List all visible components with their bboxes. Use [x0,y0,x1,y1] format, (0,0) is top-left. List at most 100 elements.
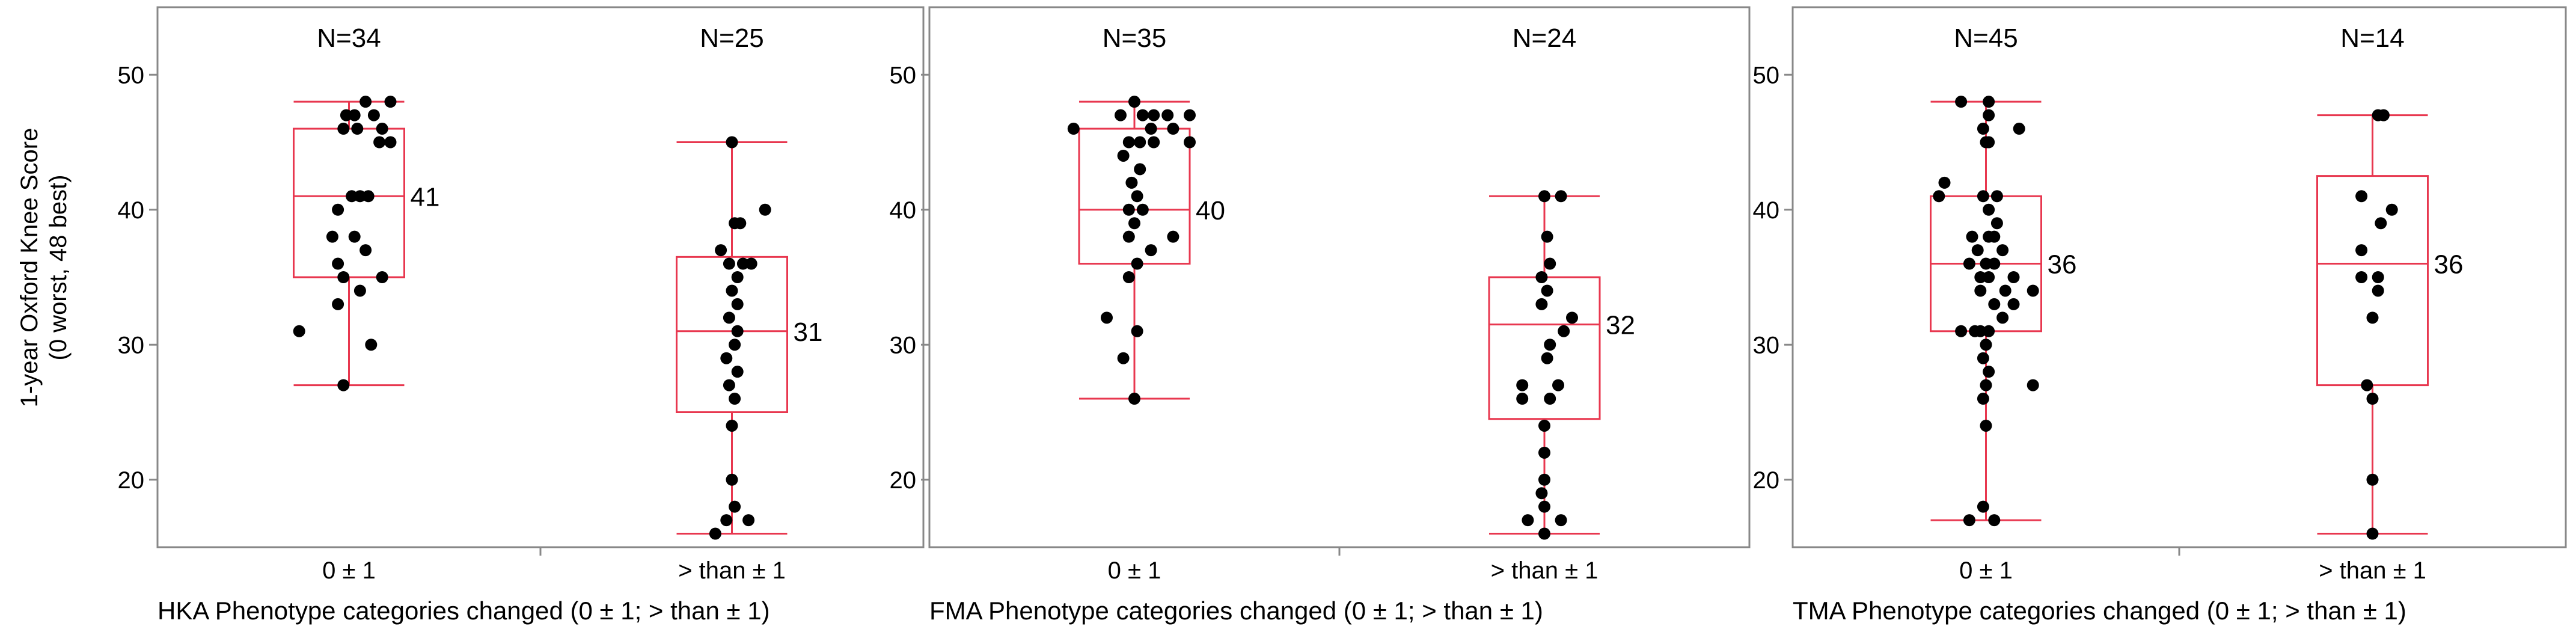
data-point [1988,514,2001,527]
category-label: > than ± 1 [2319,557,2426,584]
data-point [332,203,344,216]
data-point [337,271,350,283]
category-label: > than ± 1 [678,557,786,584]
data-point [1131,190,1143,203]
data-point [742,514,755,527]
data-point [1983,203,1995,216]
data-point [1145,123,1157,135]
data-point [1977,190,1989,203]
data-point [1538,446,1550,459]
data-point [1148,109,1160,121]
data-point [1541,284,1553,297]
data-point [1544,257,1556,270]
data-point [351,123,364,135]
data-point [384,136,397,149]
box-group-1: 41 N=34 0 ± 1 [293,23,440,584]
data-point [731,366,744,378]
data-point [2007,271,2020,283]
data-point [1117,352,1130,364]
y-tick-label: 40 [118,197,145,224]
data-point [1990,217,2003,230]
data-point [359,244,372,257]
data-point [2355,244,2368,257]
x-axis-title: TMA Phenotype categories changed (0 ± 1;… [1793,597,2406,625]
y-axis-title-line1: 1-year Oxford Knee Score [16,128,43,408]
data-point [353,284,366,297]
data-point [353,190,366,203]
median-label: 41 [411,182,440,212]
data-point [1566,311,1578,324]
panel-3: 20 30 40 50 36 N=45 0 ± 1 36 N=14 > than ± 1 TMA P… [1753,6,2567,625]
iqr-box [2316,175,2429,387]
data-point [2361,379,2373,391]
data-point [2372,271,2384,283]
data-point [1977,500,1989,513]
box-group-1: 36 N=45 0 ± 1 [1930,23,2076,584]
y-tick-label: 30 [890,332,917,358]
data-point [720,514,733,527]
data-point [1516,379,1529,391]
data-point [1974,284,1987,297]
data-point [1558,325,1570,337]
data-point [731,325,744,337]
data-point [1555,514,1567,527]
data-point [1516,393,1529,405]
data-point [1980,419,1992,432]
data-point [729,339,741,351]
data-point [2013,123,2025,135]
plot-frame [156,6,925,548]
data-point [1522,514,1534,527]
n-label: N=25 [700,23,763,53]
n-label: N=24 [1513,23,1576,53]
panels: 20 30 40 50 41 N=34 0 ± 1 31 N=25 > than ± 1 HKA P… [118,6,2567,625]
data-point [367,109,380,121]
data-point [1938,176,1951,189]
data-point [1115,109,1127,121]
data-point [2377,109,2390,121]
data-point [1184,136,1196,149]
data-point [1974,271,1987,283]
box-group-2: 36 N=14 > than ± 1 [2316,23,2463,584]
data-point [1128,96,1140,108]
data-point [1541,352,1553,364]
data-point [1971,244,1984,257]
data-point [1122,203,1135,216]
data-point [726,284,738,297]
y-tick-label: 50 [890,62,917,88]
data-point [1125,176,1138,189]
y-tick-label: 20 [1753,467,1780,494]
data-point [1535,298,1548,310]
data-point [1963,514,1975,527]
data-point [1983,96,1995,108]
data-point [1538,500,1550,513]
data-point [2027,284,2039,297]
data-point [1167,123,1179,135]
data-point [1541,230,1553,243]
data-point [1538,527,1550,540]
data-point [1167,230,1179,243]
data-point [1136,109,1149,121]
data-point [1145,244,1157,257]
data-point [2366,473,2379,486]
data-point [332,257,344,270]
data-point [1933,190,1945,203]
data-point [1538,419,1550,432]
data-point [1983,325,1995,337]
data-point [1134,163,1146,176]
data-point [715,244,727,257]
data-point [1535,487,1548,500]
data-point [1955,325,1968,337]
data-point [759,203,771,216]
data-point [362,190,375,203]
data-point [1538,473,1550,486]
data-point [1128,217,1140,230]
y-axis-title-line2: (0 worst, 48 best) [45,174,72,360]
data-point [1963,257,1975,270]
y-tick-label: 50 [1753,62,1780,88]
n-label: N=14 [2340,23,2404,53]
category-label: 0 ± 1 [322,557,376,584]
data-point [2355,271,2368,283]
data-point [723,311,735,324]
data-point [1980,136,1992,149]
data-point [731,271,744,283]
